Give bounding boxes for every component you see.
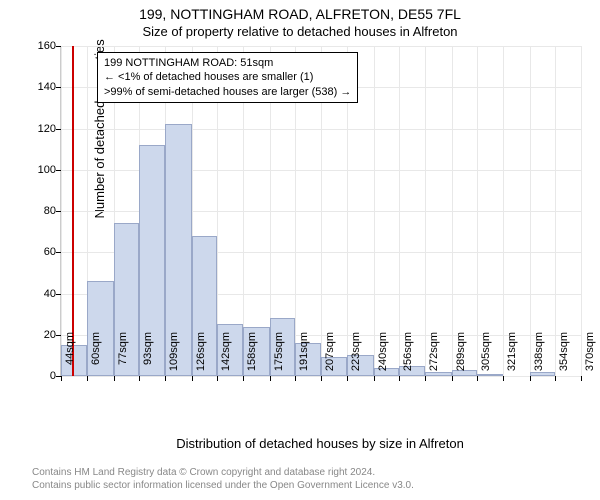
y-tick-label: 100 bbox=[26, 164, 56, 176]
x-tick-label: 60sqm bbox=[90, 332, 102, 380]
gridline-vertical bbox=[530, 46, 531, 376]
y-tick-label: 160 bbox=[26, 40, 56, 52]
gridline-vertical bbox=[581, 46, 582, 376]
x-tick-label: 289sqm bbox=[455, 332, 467, 380]
annotation-line: ← <1% of detached houses are smaller (1) bbox=[104, 70, 351, 84]
x-tick-label: 191sqm bbox=[298, 332, 310, 380]
gridline-vertical bbox=[374, 46, 375, 376]
attribution-footer: Contains HM Land Registry data © Crown c… bbox=[32, 466, 414, 492]
x-tick-mark bbox=[114, 376, 115, 381]
annotation-box: 199 NOTTINGHAM ROAD: 51sqm← <1% of detac… bbox=[97, 52, 358, 103]
x-tick-mark bbox=[374, 376, 375, 381]
x-tick-label: 370sqm bbox=[584, 332, 596, 380]
x-tick-label: 338sqm bbox=[533, 332, 545, 380]
y-tick-label: 60 bbox=[26, 246, 56, 258]
x-tick-mark bbox=[87, 376, 88, 381]
footer-line-2: Contains public sector information licen… bbox=[32, 479, 414, 492]
x-tick-mark bbox=[399, 376, 400, 381]
x-tick-label: 321sqm bbox=[506, 332, 518, 380]
x-tick-label: 158sqm bbox=[246, 332, 258, 380]
chart-title-main: 199, NOTTINGHAM ROAD, ALFRETON, DE55 7FL bbox=[0, 0, 600, 22]
x-axis-label: Distribution of detached houses by size … bbox=[60, 436, 580, 451]
x-tick-mark bbox=[530, 376, 531, 381]
footer-line-1: Contains HM Land Registry data © Crown c… bbox=[32, 466, 414, 479]
x-tick-mark bbox=[61, 376, 62, 381]
x-tick-label: 207sqm bbox=[324, 332, 336, 380]
x-tick-mark bbox=[581, 376, 582, 381]
x-tick-label: 126sqm bbox=[195, 332, 207, 380]
x-tick-mark bbox=[270, 376, 271, 381]
y-tick-label: 140 bbox=[26, 81, 56, 93]
x-tick-label: 93sqm bbox=[142, 332, 154, 380]
x-tick-mark bbox=[477, 376, 478, 381]
x-tick-mark bbox=[192, 376, 193, 381]
x-tick-label: 240sqm bbox=[377, 332, 389, 380]
x-tick-label: 109sqm bbox=[168, 332, 180, 380]
y-tick-label: 0 bbox=[26, 370, 56, 382]
x-tick-mark bbox=[503, 376, 504, 381]
y-tick-label: 20 bbox=[26, 329, 56, 341]
y-tick-label: 120 bbox=[26, 123, 56, 135]
gridline-vertical bbox=[555, 46, 556, 376]
gridline-vertical bbox=[61, 46, 62, 376]
x-tick-mark bbox=[139, 376, 140, 381]
x-tick-label: 77sqm bbox=[117, 332, 129, 380]
x-tick-mark bbox=[347, 376, 348, 381]
x-tick-label: 142sqm bbox=[220, 332, 232, 380]
y-tick-label: 40 bbox=[26, 288, 56, 300]
x-tick-mark bbox=[321, 376, 322, 381]
annotation-line: 199 NOTTINGHAM ROAD: 51sqm bbox=[104, 56, 351, 70]
x-tick-label: 175sqm bbox=[273, 332, 285, 380]
chart-plot-area: Number of detached properties 199 NOTTIN… bbox=[60, 46, 580, 376]
annotation-line: >99% of semi-detached houses are larger … bbox=[104, 85, 351, 99]
y-tick-label: 80 bbox=[26, 205, 56, 217]
chart-title-sub: Size of property relative to detached ho… bbox=[0, 22, 600, 39]
x-tick-label: 354sqm bbox=[558, 332, 570, 380]
x-tick-mark bbox=[217, 376, 218, 381]
x-tick-mark bbox=[452, 376, 453, 381]
gridline-vertical bbox=[503, 46, 504, 376]
chart-container: 199, NOTTINGHAM ROAD, ALFRETON, DE55 7FL… bbox=[0, 0, 600, 500]
x-tick-mark bbox=[295, 376, 296, 381]
x-tick-label: 272sqm bbox=[428, 332, 440, 380]
x-tick-label: 305sqm bbox=[480, 332, 492, 380]
gridline-vertical bbox=[425, 46, 426, 376]
x-tick-label: 223sqm bbox=[350, 332, 362, 380]
gridline-vertical bbox=[452, 46, 453, 376]
x-tick-mark bbox=[425, 376, 426, 381]
plot-region: 199 NOTTINGHAM ROAD: 51sqm← <1% of detac… bbox=[60, 46, 581, 377]
x-tick-mark bbox=[555, 376, 556, 381]
gridline-vertical bbox=[477, 46, 478, 376]
x-tick-mark bbox=[165, 376, 166, 381]
x-tick-mark bbox=[243, 376, 244, 381]
gridline-vertical bbox=[399, 46, 400, 376]
x-tick-label: 44sqm bbox=[64, 332, 76, 380]
x-tick-label: 256sqm bbox=[402, 332, 414, 380]
reference-line bbox=[72, 46, 74, 376]
